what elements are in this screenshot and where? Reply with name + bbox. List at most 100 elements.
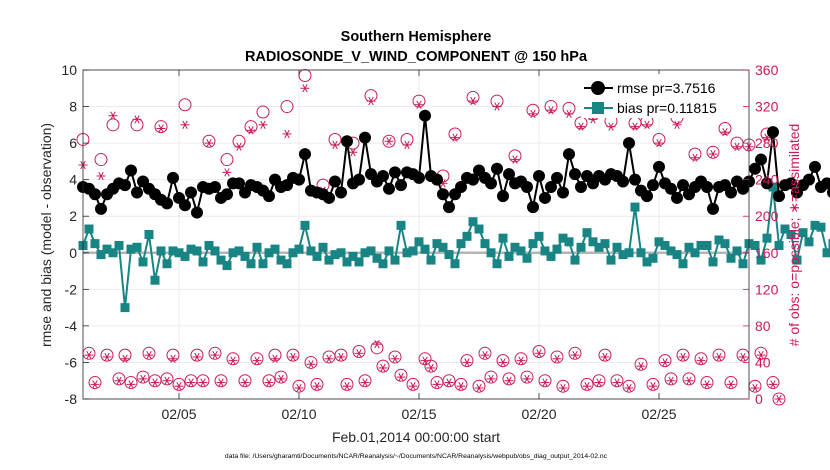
rmse-marker <box>431 173 443 186</box>
bias-marker <box>246 259 256 269</box>
bias-marker <box>504 251 514 261</box>
bias-marker <box>294 244 304 254</box>
y-left-tick-label: -8 <box>65 391 78 407</box>
bias-marker <box>342 257 352 267</box>
obs-assimilated-marker <box>540 378 550 387</box>
obs-assimilated-marker <box>468 96 478 106</box>
obs-possible-marker <box>226 352 240 366</box>
obs-assimilated-marker <box>756 350 766 360</box>
obs-possible-marker <box>196 374 210 388</box>
bias-marker <box>438 242 448 252</box>
rmse-marker <box>485 177 497 190</box>
obs-assimilated-marker <box>498 358 508 367</box>
obs-possible-marker <box>310 377 324 391</box>
obs-possible-marker <box>238 374 252 388</box>
bias-marker <box>708 257 718 267</box>
rmse-marker <box>167 171 179 184</box>
obs-assimilated-marker <box>480 350 490 360</box>
bias-marker <box>540 246 550 256</box>
bias-marker <box>198 257 208 267</box>
bias-marker <box>480 239 490 249</box>
obs-possible-marker <box>382 134 396 148</box>
bias-marker <box>762 233 772 243</box>
rmse-marker <box>497 190 509 203</box>
bias-marker <box>702 240 712 250</box>
obs-possible-marker <box>340 377 354 391</box>
rmse-marker <box>533 170 545 183</box>
bias-marker <box>588 237 598 247</box>
obs-assimilated-marker <box>288 352 298 362</box>
obs-assimilated-marker <box>114 376 124 385</box>
y-left-tick-label: -4 <box>65 318 78 334</box>
obs-possible-marker <box>466 90 480 104</box>
obs-possible-marker <box>718 121 732 135</box>
rmse-marker <box>263 190 275 203</box>
rmse-marker <box>557 186 569 199</box>
obs-possible-marker <box>250 352 264 366</box>
obs-assimilated-marker <box>210 350 220 360</box>
y-right-tick-label: 0 <box>755 391 763 407</box>
rmse-marker <box>419 109 431 122</box>
obs-possible-marker <box>376 359 390 373</box>
obs-assimilated-marker <box>174 382 184 391</box>
rmse-marker <box>671 191 683 204</box>
obs-possible-marker <box>106 118 120 132</box>
bias-marker <box>450 259 460 269</box>
bias-marker <box>270 244 280 254</box>
obs-assimilated-marker <box>168 354 178 363</box>
rmse-marker <box>395 179 407 192</box>
bias-marker <box>126 244 136 254</box>
bias-marker <box>312 251 322 261</box>
obs-assimilated-marker <box>774 394 784 404</box>
rmse-marker <box>329 175 341 188</box>
bias-marker <box>132 242 142 252</box>
obs-possible-marker <box>256 105 270 119</box>
obs-assimilated-marker <box>600 352 610 362</box>
x-tick-label: 02/20 <box>521 406 556 422</box>
obs-assimilated-marker <box>708 149 718 159</box>
bias-marker <box>210 246 220 256</box>
bias-marker <box>186 244 196 254</box>
obs-possible-marker <box>592 374 606 388</box>
bias-marker <box>150 275 160 285</box>
obs-assimilated-marker <box>528 109 538 119</box>
bias-marker <box>324 255 334 265</box>
y-left-tick-label: 8 <box>69 99 77 115</box>
obs-assimilated-marker <box>264 378 274 387</box>
bias-marker <box>204 240 214 250</box>
obs-possible-marker <box>754 346 768 360</box>
obs-possible-marker <box>514 352 528 366</box>
obs-assimilated-marker <box>348 148 358 157</box>
obs-possible-marker <box>496 354 510 368</box>
bias-marker <box>612 242 622 252</box>
obs-possible-marker <box>370 341 384 355</box>
obs-assimilated-marker <box>198 378 208 387</box>
rmse-marker <box>455 180 467 193</box>
obs-possible-marker <box>538 374 552 388</box>
obs-assimilated-marker <box>492 102 502 111</box>
obs-assimilated-marker <box>534 349 544 358</box>
obs-possible-marker <box>394 368 408 382</box>
obs-possible-marker <box>112 372 126 386</box>
bias-marker <box>114 240 124 250</box>
y-axis-left-label: rmse and bias (model - observation) <box>38 123 54 347</box>
bias-marker <box>216 255 226 265</box>
bias-marker <box>798 228 808 238</box>
obs-possible-marker <box>172 377 186 391</box>
bias-marker <box>462 231 472 241</box>
obs-possible-marker <box>676 348 690 362</box>
obs-assimilated-marker <box>222 168 232 177</box>
bias-marker <box>750 240 760 250</box>
obs-assimilated-marker <box>432 380 442 389</box>
bias-marker <box>432 239 442 249</box>
legend-rmse-marker <box>591 81 605 95</box>
chart-title-line2: RADIOSONDE_V_WIND_COMPONENT @ 150 hPa <box>245 49 588 65</box>
bias-marker <box>684 242 694 252</box>
obs-possible-marker <box>304 355 318 369</box>
rmse-marker <box>623 137 635 150</box>
obs-possible-marker <box>688 147 702 161</box>
obs-possible-marker <box>460 354 474 368</box>
obs-possible-marker <box>550 350 564 364</box>
bias-marker <box>234 246 244 256</box>
y-right-tick-label: 160 <box>755 245 779 261</box>
